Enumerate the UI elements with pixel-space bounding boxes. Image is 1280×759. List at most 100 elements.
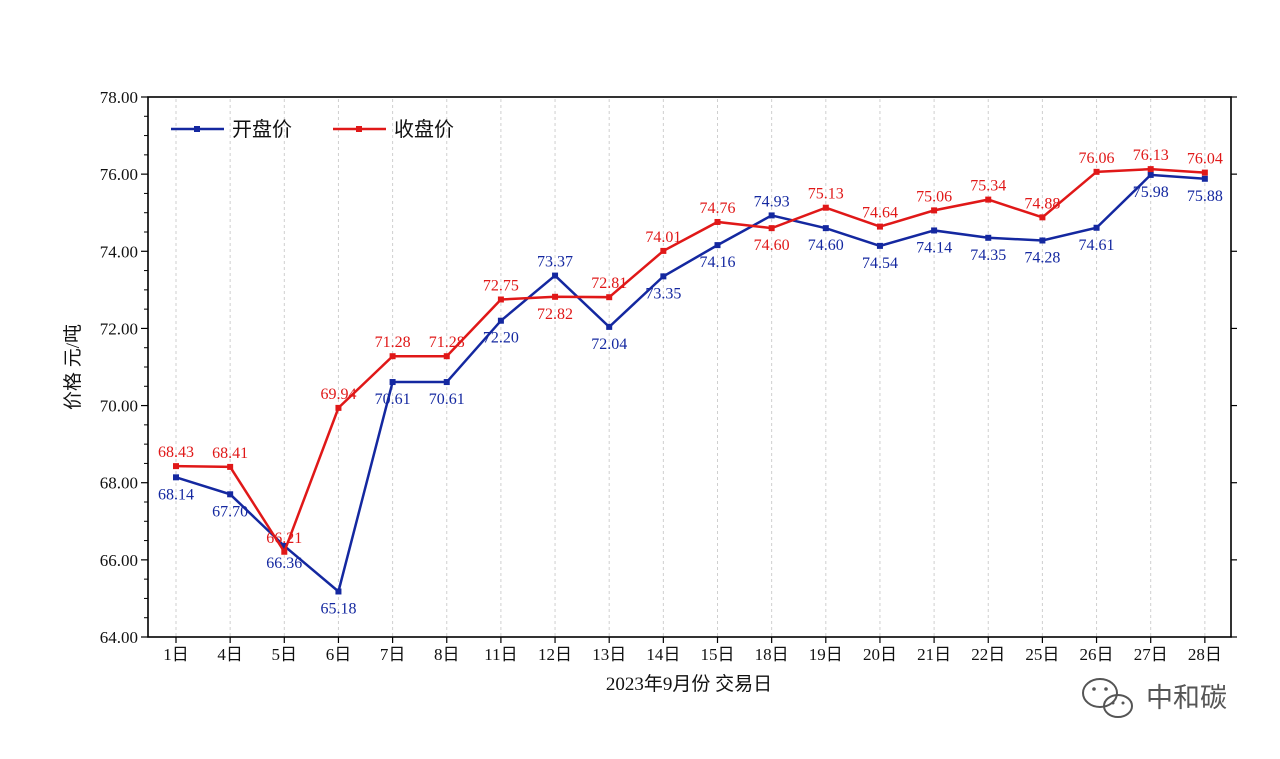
- data-label-open: 68.14: [158, 486, 194, 503]
- data-point-close: [822, 204, 829, 211]
- y-tick-label: 68.00: [100, 474, 138, 493]
- x-tick-label: 4日: [217, 645, 243, 664]
- legend-marker-open: [194, 126, 200, 132]
- wechat-icon: [1082, 678, 1133, 718]
- data-point-close: [660, 247, 667, 254]
- x-tick-label: 27日: [1134, 645, 1168, 664]
- data-label-open: 67.70: [212, 503, 248, 520]
- data-point-open: [227, 491, 234, 498]
- data-point-close: [552, 293, 559, 300]
- x-tick-label: 19日: [809, 645, 843, 664]
- data-point-close: [714, 218, 721, 225]
- y-tick-label: 78.00: [100, 88, 138, 107]
- data-point-open: [497, 317, 504, 324]
- legend: 开盘价 收盘价: [171, 118, 454, 141]
- data-point-close: [335, 404, 342, 411]
- data-point-open: [1201, 175, 1208, 182]
- data-point-open: [822, 225, 829, 232]
- data-label-close: 75.13: [808, 186, 844, 203]
- series-line-close: [175, 167, 1205, 555]
- data-label-close: 74.60: [754, 237, 790, 254]
- x-tick-label: 11日: [484, 645, 517, 664]
- data-point-close: [768, 225, 775, 232]
- y-tick-label: 76.00: [100, 165, 138, 184]
- x-tick-label: 8日: [434, 645, 460, 664]
- data-point-close: [389, 353, 396, 360]
- data-point-open: [173, 474, 179, 481]
- data-label-open: 74.35: [970, 247, 1006, 264]
- data-label-open: 72.20: [483, 330, 519, 347]
- y-axis-title: 价格 元/吨: [62, 324, 84, 410]
- data-label-close: 75.34: [970, 178, 1006, 195]
- data-label-open: 74.93: [754, 193, 790, 210]
- watermark-text: 中和碳: [1146, 683, 1227, 714]
- plot-area-frame: [147, 96, 1232, 638]
- data-label-close: 66.21: [266, 530, 302, 547]
- data-point-open: [389, 379, 396, 386]
- x-tick-label: 5日: [272, 645, 298, 664]
- data-label-close: 72.75: [483, 278, 519, 295]
- data-label-close: 68.41: [212, 445, 248, 462]
- data-point-close: [931, 207, 938, 214]
- data-label-close: 76.06: [1079, 150, 1115, 167]
- data-label-close: 71.28: [375, 334, 411, 351]
- x-tick-label: 15日: [701, 645, 735, 664]
- grid-lines: [175, 99, 1206, 637]
- y-tick-label: 70.00: [100, 397, 138, 416]
- data-point-open: [876, 242, 883, 249]
- data-point-close: [497, 296, 504, 303]
- data-label-close: 72.82: [537, 306, 573, 323]
- data-point-open: [443, 379, 450, 386]
- data-label-open: 74.61: [1079, 237, 1115, 254]
- data-point-close: [1039, 214, 1046, 221]
- data-label-open: 74.54: [862, 255, 898, 272]
- series-line-open: [175, 173, 1205, 594]
- data-label-close: 74.88: [1024, 195, 1060, 212]
- legend-item-open: 开盘价: [171, 118, 292, 141]
- y-tick-label: 64.00: [100, 628, 138, 647]
- data-point-close: [1147, 166, 1154, 173]
- data-point-open: [1093, 224, 1100, 231]
- data-label-open: 74.14: [916, 239, 952, 256]
- x-tick-label: 21日: [917, 645, 951, 664]
- data-point-close: [281, 548, 288, 555]
- data-label-open: 74.60: [808, 237, 844, 254]
- data-point-close: [985, 196, 992, 203]
- data-label-open: 65.18: [320, 600, 356, 617]
- data-label-open: 73.37: [537, 254, 573, 271]
- data-point-open: [931, 227, 938, 234]
- data-point-open: [768, 212, 775, 219]
- data-label-close: 76.04: [1187, 151, 1223, 168]
- data-label-close: 75.06: [916, 188, 952, 205]
- data-point-close: [443, 353, 450, 360]
- x-tick-label: 28日: [1188, 645, 1222, 664]
- data-label-open: 74.28: [1024, 249, 1060, 266]
- data-label-open: 70.61: [375, 391, 411, 408]
- watermark: 中和碳: [1082, 678, 1227, 718]
- data-label-close: 74.01: [645, 229, 681, 246]
- data-point-close: [1093, 168, 1100, 175]
- x-tick-label: 22日: [971, 645, 1005, 664]
- data-point-open: [714, 242, 721, 249]
- x-tick-label: 7日: [380, 645, 406, 664]
- data-label-close: 68.43: [158, 444, 194, 461]
- data-point-close: [606, 294, 613, 301]
- data-label-open: 73.35: [645, 285, 681, 302]
- data-point-open: [281, 542, 288, 549]
- data-point-open: [1147, 171, 1154, 178]
- data-label-open: 70.61: [429, 391, 465, 408]
- axes: 1日 4日 5日 6日 7日 8日 11日 12日 13日 14日 15日 18日 19日 20日 21日 2…: [100, 88, 1237, 664]
- data-point-open: [552, 272, 559, 279]
- data-point-open: [335, 588, 342, 595]
- x-tick-label: 26日: [1080, 645, 1114, 664]
- data-label-open: 72.04: [591, 336, 627, 353]
- x-tick-label: 18日: [755, 645, 789, 664]
- data-label-close: 71.28: [429, 334, 465, 351]
- data-point-close: [876, 223, 883, 230]
- legend-label-close: 收盘价: [394, 118, 454, 141]
- data-point-close: [173, 463, 179, 470]
- data-labels: 68.14 67.70 66.36 65.18 70.61 70.61 72.20 73.37…: [158, 147, 1223, 617]
- x-tick-label: 13日: [592, 645, 626, 664]
